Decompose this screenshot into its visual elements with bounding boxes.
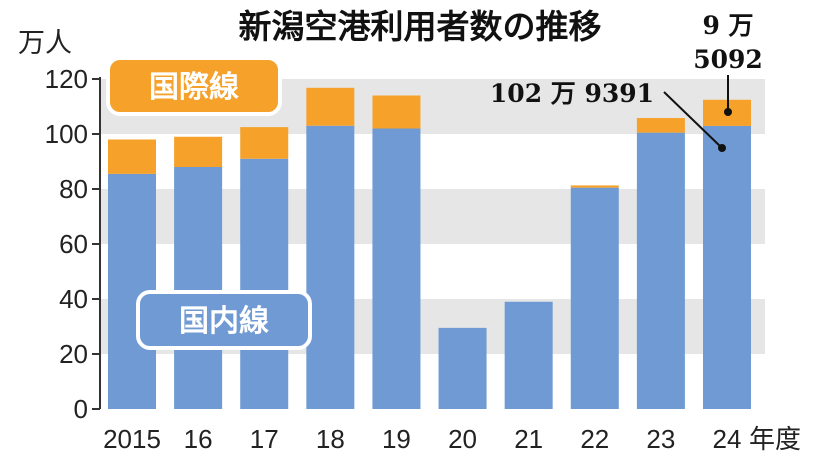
x-tick-label: 22	[580, 424, 609, 454]
bar-domestic	[438, 327, 487, 409]
x-tick-label: 17	[250, 424, 279, 454]
legend-international-box	[106, 56, 282, 116]
annotation-domestic-2024: 102 万 9391	[490, 79, 654, 108]
legend-domestic-label: 国内線	[179, 304, 269, 339]
bar-domestic	[372, 128, 421, 409]
annotation-domestic-leader	[663, 91, 723, 149]
x-tick-label: 2015	[103, 424, 161, 454]
annotation-international-2024-line2: 5092	[693, 45, 763, 74]
x-tick-label: 24	[713, 424, 742, 454]
x-tick-labels: 2015 16 17 18 19 20 21 22 23 24 年度	[103, 424, 801, 454]
legend-domestic: 国内線	[136, 290, 312, 350]
bar-domestic	[570, 187, 619, 409]
legend-international: 国際線	[106, 56, 282, 116]
legend-international-label: 国際線	[149, 70, 239, 105]
bar-domestic	[174, 167, 223, 409]
y-tick-label: 100	[45, 119, 88, 149]
annotation-domestic-dot	[718, 144, 726, 152]
legend-domestic-box	[136, 290, 312, 350]
bar-domestic	[703, 125, 751, 409]
bar-international	[372, 95, 421, 129]
bar-international	[306, 87, 355, 126]
bars	[108, 87, 751, 409]
bar-international	[570, 185, 619, 188]
y-axis-unit: 万人	[18, 28, 72, 59]
bar-international	[108, 139, 156, 174]
chart-title: 新潟空港利用者数の推移	[239, 7, 602, 46]
bar-international	[636, 118, 685, 133]
x-tick-label: 20	[448, 424, 477, 454]
bar-domestic	[636, 132, 685, 409]
x-axis-unit: 年度	[749, 424, 801, 454]
bar-international	[174, 136, 223, 167]
y-tick-label: 60	[59, 229, 88, 259]
bar-international	[240, 127, 289, 159]
x-tick-label: 23	[646, 424, 675, 454]
y-tick-label: 40	[59, 284, 88, 314]
x-tick-label: 21	[514, 424, 543, 454]
y-tick-label: 80	[59, 174, 88, 204]
bar-domestic	[240, 158, 289, 409]
annotation-international-2024-line1: 9 万	[702, 11, 753, 40]
x-tick-label: 19	[382, 424, 411, 454]
y-tick-label: 0	[74, 394, 88, 424]
y-tick-label: 20	[59, 339, 88, 369]
bar-domestic	[504, 301, 553, 409]
x-tick-label: 18	[316, 424, 345, 454]
y-axis: 0 20 40 60 80 100 120	[45, 64, 101, 424]
bar-domestic	[306, 125, 355, 409]
annotation-international-dot	[724, 108, 732, 116]
y-tick-label: 120	[45, 64, 88, 94]
x-tick-label: 16	[184, 424, 213, 454]
